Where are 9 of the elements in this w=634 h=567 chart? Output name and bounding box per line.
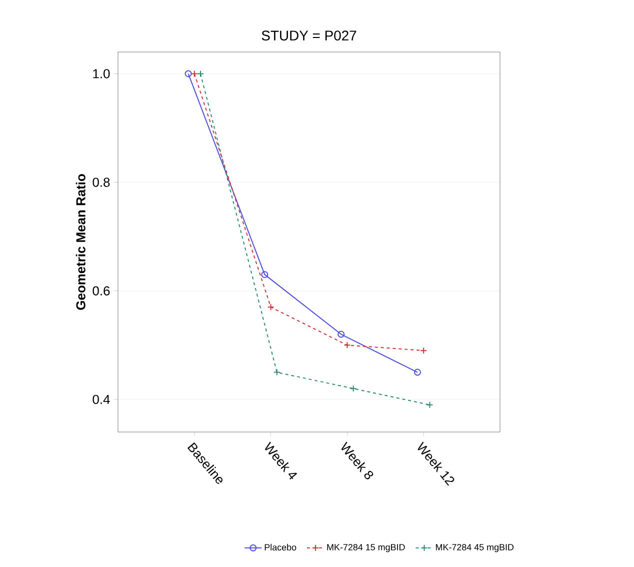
y-axis-title: Geometric Mean Ratio [76,174,86,310]
y-tick-label: 1.0 [93,69,110,78]
chart-title: STUDY = P027 [262,30,356,41]
y-tick-label: 0.6 [92,286,110,296]
y-tick-label: 0.4 [92,394,110,404]
legend-label: Placebo [264,544,296,550]
y-tick-label: 0.8 [92,178,110,187]
legend-label: MK-7284 15 mgBID [327,544,405,552]
legend-label: MK-7284 45 mgBID [436,544,514,552]
